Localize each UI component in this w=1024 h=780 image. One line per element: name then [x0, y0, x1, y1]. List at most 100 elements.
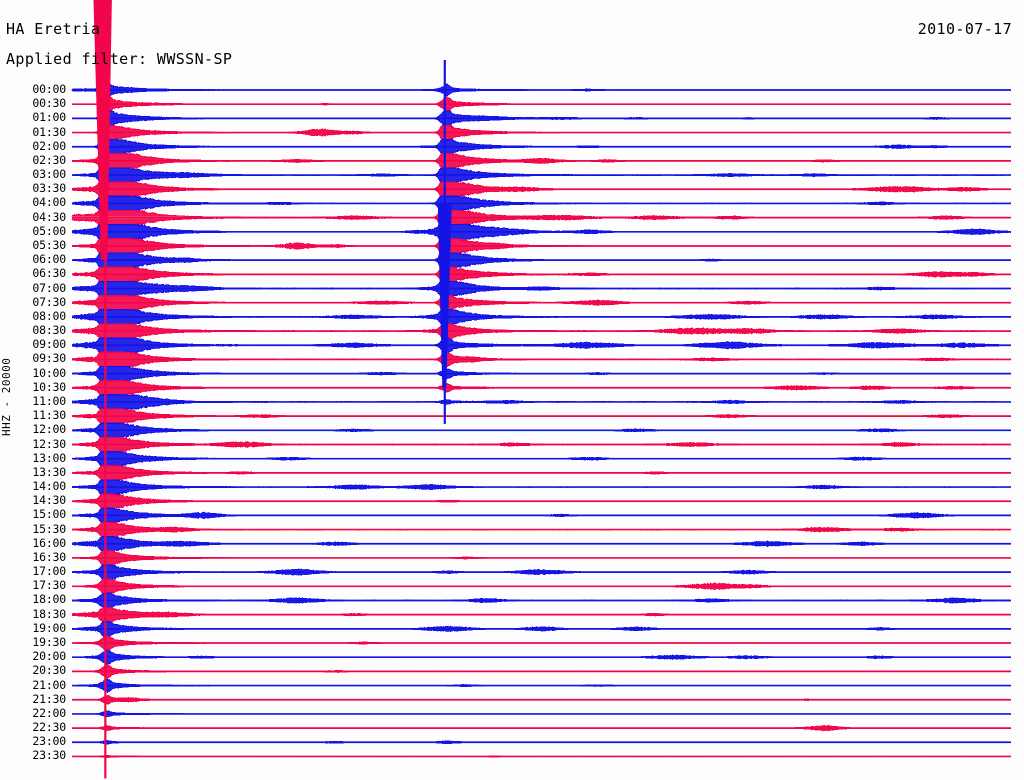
- trace-envelope: [71, 174, 1012, 183]
- time-tick-label: 18:30: [32, 606, 66, 621]
- time-tick-label: 13:00: [32, 450, 66, 465]
- trace-envelope: [71, 599, 1012, 609]
- trace-envelope: [71, 103, 1011, 112]
- time-tick-label: 03:00: [32, 167, 66, 182]
- time-tick-label: 08:00: [32, 308, 66, 323]
- trace-fill: [72, 111, 1011, 126]
- secondary-event-core: [437, 203, 452, 388]
- trace-envelope: [71, 365, 1012, 375]
- trace-envelope: [71, 493, 1012, 502]
- time-tick-label: 22:30: [32, 720, 66, 735]
- time-tick-label: 00:00: [32, 82, 66, 96]
- time-tick-label: 10:00: [32, 365, 66, 380]
- time-tick-label: 12:00: [32, 422, 66, 437]
- time-tick-label: 06:30: [32, 266, 66, 281]
- time-tick-label: 21:30: [32, 691, 66, 706]
- time-tick-label: 07:00: [32, 280, 66, 295]
- time-tick-label: 17:30: [32, 578, 66, 593]
- trace-envelope: [71, 578, 1012, 587]
- trace-envelope: [71, 642, 1011, 651]
- time-tick-label: 00:30: [32, 96, 66, 111]
- trace-envelope: [71, 373, 1012, 382]
- trace-envelope: [71, 273, 1012, 283]
- time-tick-label: 23:00: [32, 734, 66, 749]
- trace-envelope: [71, 117, 1012, 127]
- station-name: HA Eretria: [6, 20, 101, 38]
- time-tick-label: 16:00: [32, 535, 66, 550]
- time-tick-label: 04:00: [32, 195, 66, 210]
- time-tick-label: 14:30: [32, 493, 66, 508]
- record-date: 2010-07-17: [917, 20, 1012, 38]
- trace-envelope: [71, 266, 1012, 275]
- trace-envelope: [71, 436, 1011, 446]
- time-tick-label: 05:30: [32, 237, 66, 252]
- trace-envelope: [71, 408, 1011, 417]
- time-tick-label: 08:30: [32, 323, 66, 338]
- trace-envelope: [71, 585, 1012, 595]
- trace-envelope: [71, 231, 1011, 240]
- trace-envelope: [71, 245, 1012, 254]
- time-tick-label: 15:00: [32, 507, 66, 522]
- trace-envelope: [71, 486, 1012, 495]
- trace-envelope: [71, 110, 1012, 119]
- trace-envelope: [71, 422, 1012, 431]
- trace-envelope: [71, 252, 1012, 261]
- trace-envelope: [71, 727, 1011, 732]
- time-tick-label: 03:30: [32, 181, 66, 196]
- time-tick-label: 11:00: [32, 393, 66, 408]
- trace-envelope: [72, 670, 1012, 679]
- trace-envelope: [71, 649, 1012, 658]
- trace-envelope: [71, 124, 1011, 134]
- trace-envelope: [71, 685, 1012, 694]
- trace-envelope: [71, 167, 1012, 176]
- trace-envelope: [71, 294, 1012, 304]
- trace-envelope: [71, 202, 1012, 212]
- time-tick-label: 09:30: [32, 351, 66, 366]
- time-tick-label: 05:00: [32, 223, 66, 238]
- trace-envelope: [71, 550, 1012, 559]
- trace-fill: [72, 536, 1011, 551]
- trace-envelope: [72, 713, 1012, 719]
- trace-envelope: [71, 677, 1012, 687]
- trace-envelope: [72, 663, 1012, 672]
- trace-envelope: [71, 536, 1011, 545]
- trace-envelope: [71, 96, 1011, 105]
- major-event-spike: [104, 60, 107, 779]
- trace-envelope: [71, 132, 1011, 141]
- time-tick-label: 06:00: [32, 252, 66, 267]
- trace-envelope: [71, 238, 1012, 247]
- time-tick-label: 14:00: [32, 479, 66, 494]
- trace-envelope: [71, 195, 1012, 204]
- time-tick-label: 15:30: [32, 521, 66, 536]
- time-tick-label: 13:30: [32, 464, 66, 479]
- trace-envelope: [71, 323, 1012, 332]
- trace-envelope: [71, 401, 1012, 410]
- trace-envelope: [71, 394, 1012, 403]
- time-tick-label: 07:30: [32, 294, 66, 309]
- trace-envelope: [71, 450, 1012, 460]
- trace-envelope: [71, 259, 1012, 268]
- time-tick-label: 02:00: [32, 138, 66, 153]
- trace-envelope: [71, 521, 1012, 531]
- trace-envelope: [71, 138, 1012, 148]
- trace-envelope: [71, 458, 1012, 467]
- trace-envelope: [71, 224, 1011, 233]
- time-tick-label: 20:00: [32, 649, 66, 664]
- trace-envelope: [71, 606, 1012, 616]
- trace-envelope: [71, 472, 1011, 481]
- trace-envelope: [71, 614, 1012, 623]
- time-tick-label: 18:00: [32, 592, 66, 607]
- time-axis: 00:00 00:30 01:00 01:30 02:00 02:30 03:00 03:30…: [0, 0, 70, 780]
- time-tick-label: 22:00: [32, 705, 66, 720]
- time-tick-label: 12:30: [32, 436, 66, 451]
- time-tick-label: 20:30: [32, 663, 66, 678]
- time-tick-label: 02:30: [32, 152, 66, 167]
- time-tick-label: 19:30: [32, 635, 66, 650]
- trace-envelope: [71, 309, 1012, 318]
- trace-envelope: [71, 330, 1012, 339]
- trace-envelope: [71, 351, 1012, 360]
- time-tick-label: 09:00: [32, 337, 66, 352]
- trace-envelope: [71, 465, 1011, 474]
- trace-envelope: [71, 146, 1012, 155]
